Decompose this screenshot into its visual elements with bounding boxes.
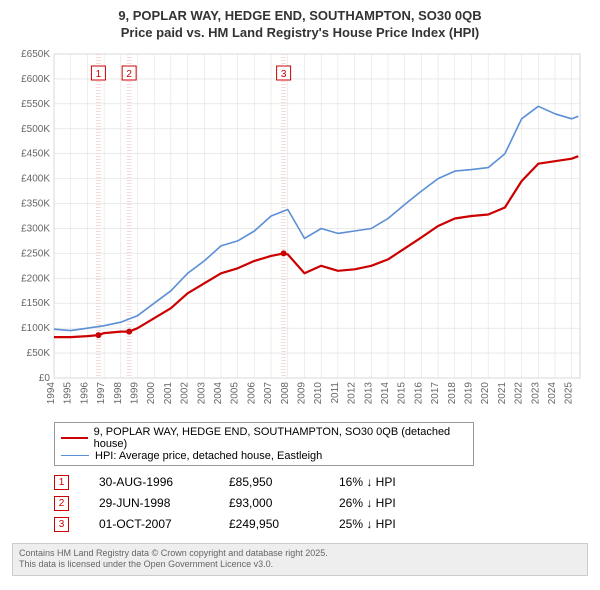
svg-text:£600K: £600K: [21, 74, 50, 85]
svg-text:1995: 1995: [63, 381, 74, 404]
footer-attribution: Contains HM Land Registry data © Crown c…: [12, 543, 588, 576]
svg-text:1999: 1999: [129, 381, 140, 404]
svg-text:3: 3: [281, 69, 287, 80]
svg-text:2005: 2005: [230, 381, 241, 404]
svg-text:2003: 2003: [196, 381, 207, 404]
svg-text:1998: 1998: [113, 381, 124, 404]
svg-text:2022: 2022: [514, 381, 525, 404]
legend: 9, POPLAR WAY, HEDGE END, SOUTHAMPTON, S…: [54, 422, 474, 466]
svg-text:2019: 2019: [463, 381, 474, 404]
svg-text:1994: 1994: [46, 381, 57, 404]
legend-label: 9, POPLAR WAY, HEDGE END, SOUTHAMPTON, S…: [94, 426, 467, 450]
transaction-price: £85,950: [229, 475, 309, 489]
svg-text:2001: 2001: [163, 381, 174, 404]
svg-text:2008: 2008: [280, 381, 291, 404]
svg-text:£450K: £450K: [21, 148, 50, 159]
transaction-marker: 1: [54, 475, 69, 490]
svg-text:£300K: £300K: [21, 223, 50, 234]
svg-text:1: 1: [96, 69, 102, 80]
chart-area: £0£50K£100K£150K£200K£250K£300K£350K£400…: [12, 48, 588, 418]
svg-text:£50K: £50K: [27, 348, 51, 359]
svg-text:£100K: £100K: [21, 323, 50, 334]
svg-text:2021: 2021: [497, 381, 508, 404]
chart-title: 9, POPLAR WAY, HEDGE END, SOUTHAMPTON, S…: [12, 8, 588, 42]
svg-text:2012: 2012: [347, 381, 358, 404]
transaction-date: 29-JUN-1998: [99, 496, 199, 510]
svg-text:2004: 2004: [213, 381, 224, 404]
footer-line-2: This data is licensed under the Open Gov…: [19, 559, 581, 571]
svg-text:2024: 2024: [547, 381, 558, 404]
transaction-date: 01-OCT-2007: [99, 517, 199, 531]
transaction-price: £249,950: [229, 517, 309, 531]
svg-text:2000: 2000: [146, 381, 157, 404]
title-line-1: 9, POPLAR WAY, HEDGE END, SOUTHAMPTON, S…: [12, 8, 588, 25]
transaction-row: 1 30-AUG-1996 £85,950 16% ↓ HPI: [54, 472, 588, 493]
legend-label: HPI: Average price, detached house, East…: [95, 450, 322, 462]
svg-text:1997: 1997: [96, 381, 107, 404]
svg-text:£350K: £350K: [21, 198, 50, 209]
svg-text:2011: 2011: [330, 381, 341, 403]
svg-text:2009: 2009: [296, 381, 307, 404]
transaction-marker: 2: [54, 496, 69, 511]
svg-text:£150K: £150K: [21, 298, 50, 309]
svg-text:£500K: £500K: [21, 124, 50, 135]
svg-text:2014: 2014: [380, 381, 391, 404]
transaction-delta: 16% ↓ HPI: [339, 475, 396, 489]
svg-text:£400K: £400K: [21, 173, 50, 184]
svg-text:2016: 2016: [413, 381, 424, 404]
transaction-delta: 26% ↓ HPI: [339, 496, 396, 510]
svg-text:2006: 2006: [246, 381, 257, 404]
svg-text:2007: 2007: [263, 381, 274, 404]
transaction-marker: 3: [54, 517, 69, 532]
svg-text:2013: 2013: [363, 381, 374, 404]
svg-text:£550K: £550K: [21, 99, 50, 110]
svg-text:2023: 2023: [530, 381, 541, 404]
legend-row: 9, POPLAR WAY, HEDGE END, SOUTHAMPTON, S…: [61, 426, 467, 450]
transaction-row: 2 29-JUN-1998 £93,000 26% ↓ HPI: [54, 493, 588, 514]
legend-swatch: [61, 437, 88, 439]
svg-text:1996: 1996: [79, 381, 90, 404]
transaction-table: 1 30-AUG-1996 £85,950 16% ↓ HPI 2 29-JUN-1998…: [54, 472, 588, 535]
legend-swatch: [61, 455, 89, 456]
transaction-delta: 25% ↓ HPI: [339, 517, 396, 531]
legend-row: HPI: Average price, detached house, East…: [61, 450, 467, 462]
title-line-2: Price paid vs. HM Land Registry's House …: [12, 25, 588, 42]
svg-text:2017: 2017: [430, 381, 441, 404]
svg-text:2025: 2025: [564, 381, 575, 404]
transaction-price: £93,000: [229, 496, 309, 510]
line-chart: £0£50K£100K£150K£200K£250K£300K£350K£400…: [12, 48, 588, 418]
transaction-date: 30-AUG-1996: [99, 475, 199, 489]
svg-text:2: 2: [126, 69, 132, 80]
svg-text:2018: 2018: [447, 381, 458, 404]
svg-text:2015: 2015: [397, 381, 408, 404]
svg-text:£200K: £200K: [21, 273, 50, 284]
svg-text:2020: 2020: [480, 381, 491, 404]
svg-text:2002: 2002: [180, 381, 191, 404]
footer-line-1: Contains HM Land Registry data © Crown c…: [19, 548, 581, 560]
svg-text:£650K: £650K: [21, 49, 50, 60]
svg-text:£250K: £250K: [21, 248, 50, 259]
transaction-row: 3 01-OCT-2007 £249,950 25% ↓ HPI: [54, 514, 588, 535]
svg-text:2010: 2010: [313, 381, 324, 404]
